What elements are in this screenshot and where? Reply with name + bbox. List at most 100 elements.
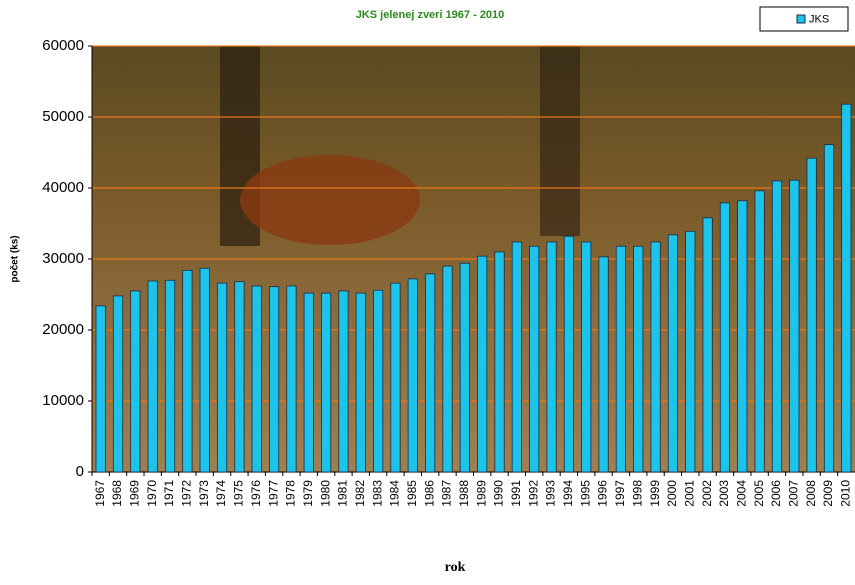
y-tick-label: 50000 [42, 108, 84, 125]
bar [719, 202, 731, 473]
x-tick-label: 1990 [492, 480, 506, 507]
x-tick-label: 1969 [128, 480, 142, 507]
x-tick-label: 2008 [804, 480, 818, 507]
bar [598, 256, 609, 473]
x-tick-label: 1995 [578, 480, 592, 507]
bar [199, 267, 210, 473]
bar [667, 234, 679, 473]
bar [615, 245, 626, 473]
bar [355, 292, 366, 473]
x-tick-label: 1997 [613, 480, 627, 507]
bar [95, 305, 106, 473]
x-tick-label: 1967 [93, 480, 107, 507]
x-tick-label: 1973 [197, 480, 211, 507]
x-tick-label: 2003 [717, 480, 731, 507]
bar [789, 179, 800, 473]
bar [771, 180, 783, 473]
bar [390, 282, 401, 473]
bar [737, 200, 748, 473]
x-tick-label: 1975 [232, 480, 246, 507]
legend-swatch [796, 14, 806, 24]
bar [702, 217, 713, 473]
x-tick-label: 1992 [526, 480, 540, 507]
chart-title: JKS jelenej zveri 1967 - 2010 [356, 9, 505, 21]
bar [841, 103, 852, 473]
y-tick-label: 10000 [42, 392, 84, 409]
x-axis-label: rok [445, 560, 466, 575]
x-tick-label: 1977 [266, 480, 280, 507]
x-tick-label: 1996 [596, 480, 610, 507]
x-tick-label: 1976 [249, 480, 263, 507]
x-tick-label: 2001 [682, 480, 696, 507]
y-tick-label: 20000 [42, 321, 84, 338]
x-tick-label: 1970 [145, 480, 159, 507]
x-tick-label: 1986 [422, 480, 436, 507]
bar [511, 241, 522, 473]
bar [286, 285, 297, 473]
bar [147, 280, 158, 473]
bar [754, 190, 765, 473]
bar [650, 241, 661, 473]
bar [112, 295, 124, 473]
bar [477, 255, 488, 473]
bar [182, 269, 193, 473]
y-tick-label: 30000 [42, 250, 84, 267]
bar [321, 292, 332, 473]
x-tick-label: 2007 [786, 480, 800, 507]
x-tick-label: 1972 [180, 480, 194, 507]
x-tick-label: 1984 [388, 480, 402, 507]
x-tick-label: 1978 [284, 480, 298, 507]
bar [546, 241, 557, 473]
bar [251, 285, 262, 473]
y-tick-label: 60000 [42, 37, 84, 54]
x-tick-label: 1983 [370, 480, 384, 507]
x-tick-label: 1981 [336, 480, 350, 507]
y-axis-label: počet (ks) [10, 235, 21, 282]
x-tick-label: 2002 [700, 480, 714, 507]
x-tick-label: 1971 [162, 480, 176, 507]
bar [216, 282, 228, 473]
legend-label: JKS [809, 13, 829, 25]
bar [823, 144, 835, 473]
legend: JKS [759, 6, 849, 32]
bar [303, 292, 314, 473]
bar [563, 235, 574, 473]
bar [234, 281, 245, 473]
x-tick-label: 2000 [665, 480, 679, 507]
x-tick-label: 1980 [318, 480, 332, 507]
x-tick-label: 2009 [821, 480, 835, 507]
background-decoration [540, 46, 580, 236]
bar [529, 245, 540, 473]
bar [581, 241, 592, 473]
x-tick-label: 1982 [353, 480, 367, 507]
x-tick-label: 1974 [214, 480, 228, 507]
bar [425, 273, 436, 473]
bar [685, 230, 696, 473]
bar [806, 157, 817, 473]
x-tick-label: 1998 [630, 480, 644, 507]
x-tick-label: 1985 [405, 480, 419, 507]
bar [130, 290, 141, 473]
bar [164, 279, 176, 473]
x-tick-label: 2005 [752, 480, 766, 507]
y-tick-label: 40000 [42, 179, 84, 196]
legend-box [759, 6, 849, 32]
x-tick-label: 1999 [648, 480, 662, 507]
y-tick-label: 0 [76, 463, 84, 480]
bar [407, 278, 418, 473]
bar [459, 262, 470, 473]
x-tick-label: 1987 [440, 480, 454, 507]
bar [338, 290, 349, 473]
background-decoration [240, 155, 420, 245]
bar [494, 251, 505, 473]
bar [442, 265, 453, 473]
bar [633, 245, 644, 473]
x-tick-label: 1968 [110, 480, 124, 507]
bar [373, 289, 384, 473]
bar [268, 286, 280, 473]
x-tick-label: 2004 [734, 480, 748, 507]
x-tick-label: 1989 [474, 480, 488, 507]
x-tick-label: 2006 [769, 480, 783, 507]
x-tick-label: 1991 [509, 480, 523, 507]
